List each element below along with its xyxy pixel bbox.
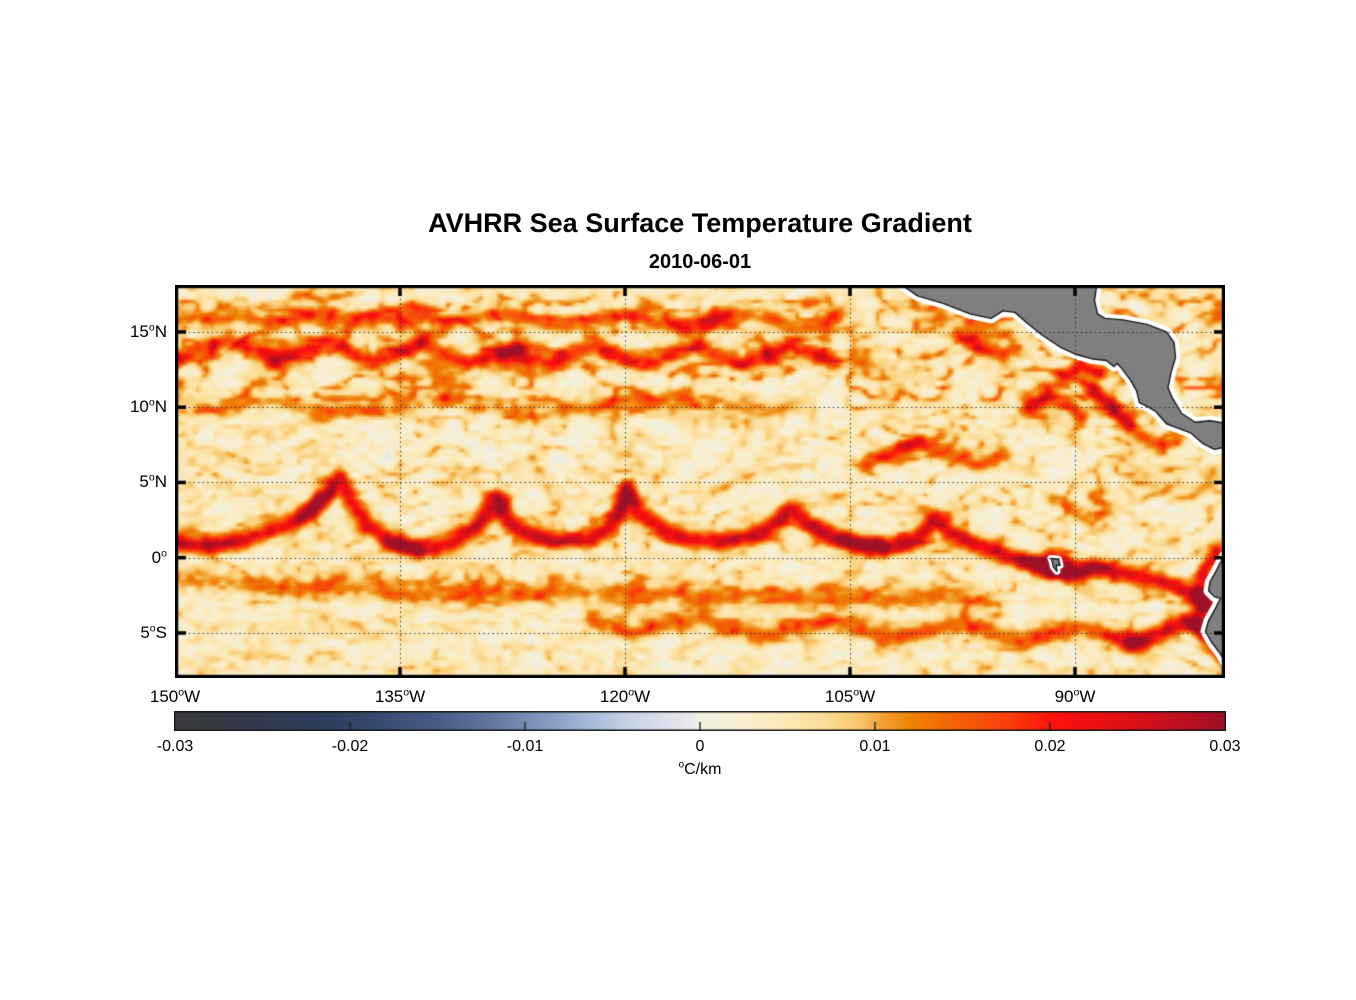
colorbar-tick-label: -0.01 — [506, 738, 544, 755]
colorbar-tick-label: 0.03 — [1209, 738, 1241, 755]
y-tick-label: 5oN — [139, 471, 167, 492]
x-tick-label: 90oW — [1054, 686, 1096, 706]
y-tick-label: 15oN — [129, 321, 167, 341]
plot-title: AVHRR Sea Surface Temperature Gradient — [428, 208, 972, 238]
degree-symbol: o — [678, 759, 685, 771]
x-tick-label: 120oW — [599, 686, 651, 706]
plot-subtitle: 2010-06-01 — [648, 251, 752, 273]
colorbar-tick-label: -0.03 — [156, 738, 194, 755]
colorbar-tick-label: 0 — [695, 738, 705, 755]
colorbar-units-text: C/km — [684, 761, 722, 778]
y-tick-label: 5oS — [140, 622, 167, 642]
colorbar-tick-label: 0.01 — [859, 738, 891, 755]
x-tick-label: 105oW — [824, 686, 876, 706]
colorbar — [174, 711, 1226, 731]
y-tick-label: 10oN — [129, 396, 167, 417]
x-tick-label: 150oW — [149, 686, 201, 706]
y-tick-label: 0o — [151, 547, 167, 567]
colorbar-tick-label: -0.02 — [331, 738, 369, 755]
sst-gradient-heatmap — [175, 285, 1225, 678]
x-tick-label: 135oW — [374, 686, 426, 706]
colorbar-units-label: oC/km — [655, 759, 745, 779]
colorbar-tick-label: 0.02 — [1034, 738, 1066, 755]
